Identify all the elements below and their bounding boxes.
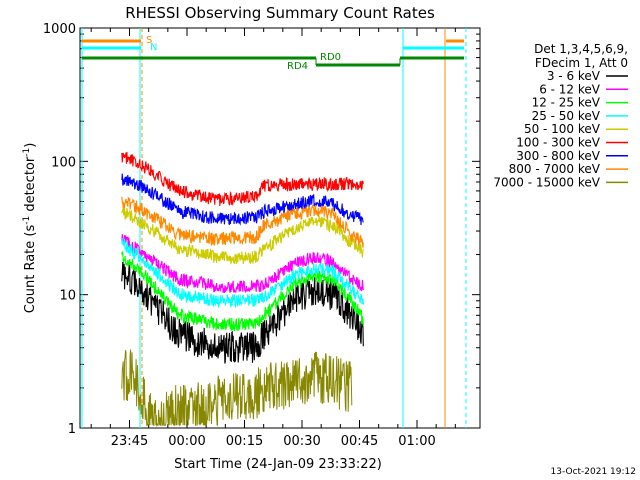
x-axis-label: Start Time (24-Jan-09 23:33:22) — [174, 457, 382, 472]
x-tick-label: 01:00 — [398, 434, 435, 449]
chart-title: RHESSI Observing Summary Count Rates — [125, 4, 435, 22]
legend: Det 1,3,4,5,6,9, FDecim 1, Att 0 3 - 6 k… — [493, 42, 628, 189]
legend-label: 300 - 800 keV — [516, 149, 600, 163]
series-line — [121, 151, 364, 207]
legend-header-1: Det 1,3,4,5,6,9, — [534, 42, 628, 56]
y-axis-label-main: Count Rate (s — [23, 225, 38, 314]
y-axis-label-sup2: -1 — [22, 148, 32, 157]
legend-header-2: FDecim 1, Att 0 — [535, 56, 628, 70]
series-line — [121, 251, 364, 332]
series-line — [121, 173, 364, 226]
series-line — [121, 349, 353, 427]
state-label-rd0: RD0 — [320, 52, 341, 63]
state-label-rd4: RD4 — [287, 61, 308, 72]
series-line — [121, 238, 364, 309]
footer-date: 13-Oct-2021 19:12 — [551, 467, 636, 477]
y-axis-label-mid: detector — [23, 156, 38, 216]
x-tick-label: 23:45 — [111, 434, 148, 449]
x-axis-ticks: 23:45 00:00 00:15 00:30 00:45 01:00 — [90, 28, 456, 449]
state-label-n: N — [150, 42, 157, 53]
series-line — [121, 196, 364, 248]
x-tick-label: 00:30 — [283, 434, 320, 449]
series-line — [121, 206, 364, 265]
y-axis-label-end: ) — [23, 143, 38, 148]
legend-label: 100 - 300 keV — [516, 136, 600, 150]
x-tick-label: 00:15 — [226, 434, 263, 449]
legend-label: 3 - 6 keV — [547, 69, 601, 83]
y-tick-label: 10 — [59, 289, 76, 304]
series-group — [121, 151, 364, 427]
legend-label: 50 - 100 keV — [524, 122, 601, 136]
legend-label: 7000 - 15000 keV — [493, 175, 600, 189]
legend-label: 12 - 25 keV — [532, 96, 601, 110]
y-axis-label: Count Rate (s-1 detector-1) — [22, 143, 38, 314]
y-axis-label-sup1: -1 — [22, 216, 32, 225]
y-tick-label: 100 — [51, 155, 76, 170]
y-tick-label: 1 — [68, 422, 76, 437]
series-line — [121, 261, 364, 364]
x-tick-label: 00:45 — [341, 434, 378, 449]
x-tick-label: 00:00 — [168, 434, 205, 449]
series-line — [121, 233, 364, 294]
legend-label: 800 - 7000 keV — [509, 162, 601, 176]
state-label-s: S — [146, 35, 152, 46]
y-tick-label: 1000 — [43, 22, 76, 37]
legend-label: 25 - 50 keV — [532, 109, 601, 123]
plot-frame — [79, 27, 481, 429]
y-axis-ticks: 1 10 100 1000 — [43, 22, 480, 437]
legend-label: 6 - 12 keV — [539, 82, 601, 96]
